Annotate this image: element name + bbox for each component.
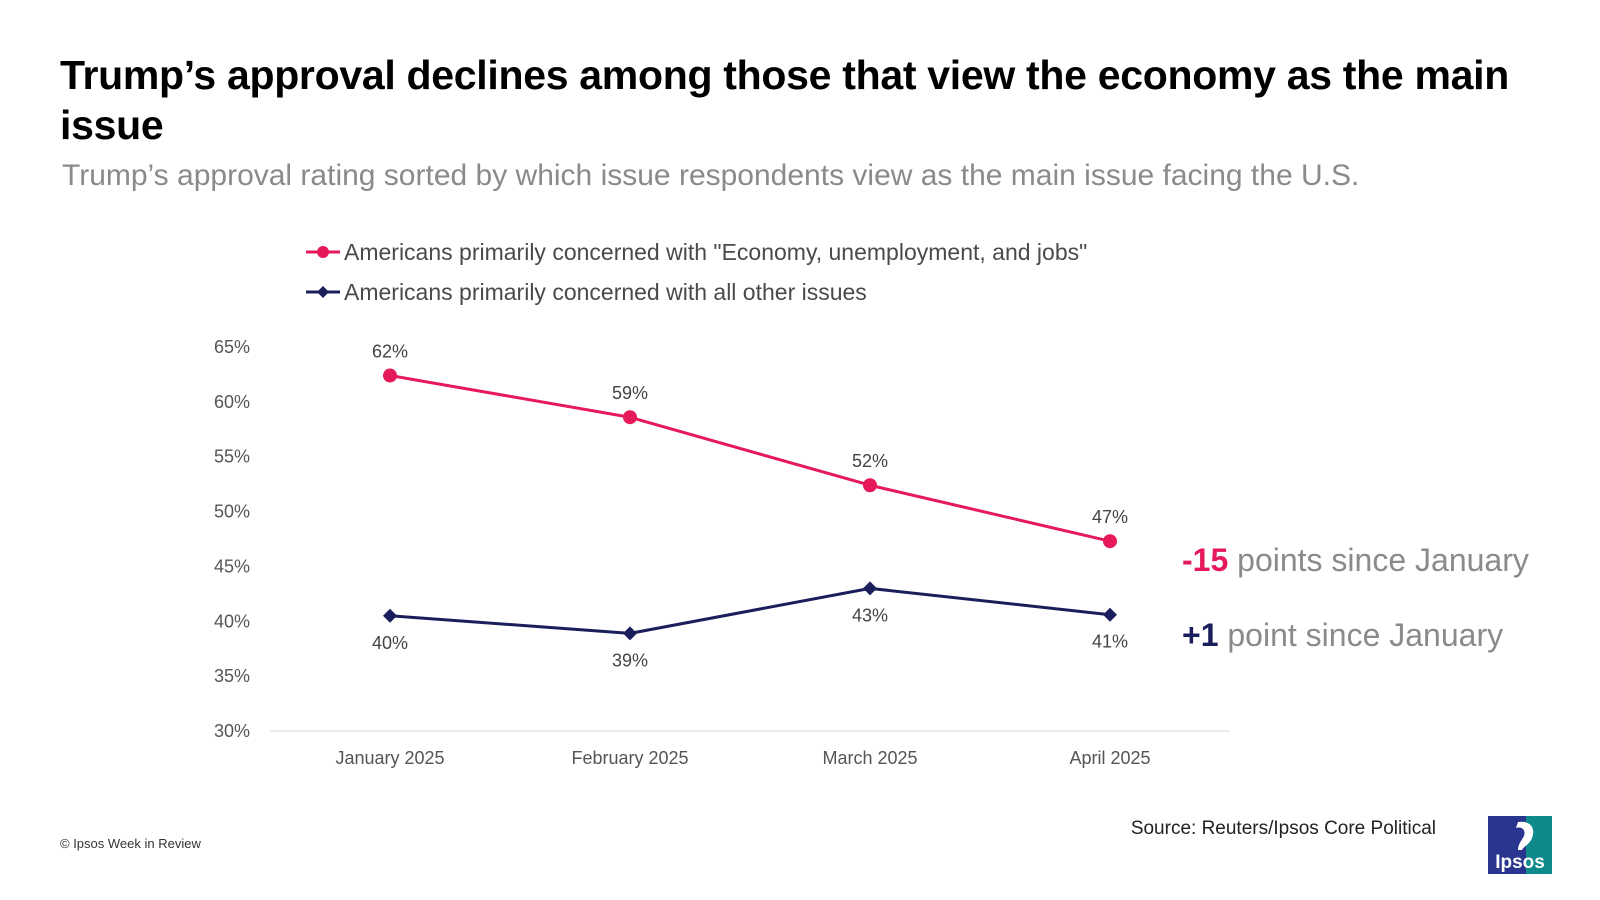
- x-tick-label: March 2025: [822, 748, 917, 768]
- y-tick-label: 30%: [214, 721, 250, 741]
- y-tick-label: 40%: [214, 611, 250, 631]
- copyright-note: © Ipsos Week in Review: [60, 836, 201, 851]
- data-point-diamond: [623, 626, 637, 641]
- data-label: 41%: [1092, 632, 1128, 652]
- ipsos-logo-icon: Ipsos: [1488, 816, 1552, 874]
- annotation-other-value: +1: [1182, 617, 1219, 653]
- series-line-economy: [389, 374, 1111, 543]
- data-label: 59%: [612, 383, 648, 403]
- series-line-other: [389, 586, 1111, 635]
- data-point-diamond: [1103, 607, 1117, 622]
- data-label: 43%: [852, 605, 888, 625]
- data-point-circle: [1103, 534, 1117, 549]
- data-label: 39%: [612, 650, 648, 670]
- x-tick-label: January 2025: [335, 748, 444, 768]
- annotation-economy-text: points since January: [1228, 542, 1529, 578]
- legend-label-other: Americans primarily concerned with all o…: [344, 278, 867, 305]
- y-tick-label: 35%: [214, 666, 250, 686]
- data-point-diamond: [383, 608, 397, 623]
- source-note: Source: Reuters/Ipsos Core Political: [1130, 818, 1436, 839]
- data-point-circle: [623, 410, 637, 425]
- y-tick-label: 55%: [214, 447, 250, 467]
- legend-item-other: Americans primarily concerned with all o…: [306, 272, 1087, 312]
- svg-text:Ipsos: Ipsos: [1495, 852, 1545, 873]
- y-tick-label: 60%: [214, 392, 250, 412]
- data-label: 52%: [852, 451, 888, 471]
- data-point-circle: [383, 368, 397, 383]
- circle-marker-icon: [306, 246, 340, 258]
- annotation-economy-change: -15 points since January: [1182, 541, 1529, 579]
- annotation-economy-value: -15: [1182, 542, 1229, 578]
- x-tick-label: April 2025: [1069, 748, 1150, 768]
- y-tick-label: 65%: [214, 337, 250, 357]
- diamond-marker-icon: [306, 286, 340, 298]
- data-label: 62%: [372, 342, 408, 362]
- data-point-diamond: [863, 581, 877, 596]
- annotation-other-change: +1 point since January: [1182, 616, 1503, 654]
- legend-item-economy: Americans primarily concerned with "Econ…: [306, 232, 1087, 272]
- y-tick-label: 45%: [214, 556, 250, 576]
- data-point-circle: [863, 478, 877, 493]
- x-tick-label: February 2025: [571, 748, 688, 768]
- legend-label-economy: Americans primarily concerned with "Econ…: [344, 238, 1088, 265]
- chart-subtitle: Trump’s approval rating sorted by which …: [62, 159, 1360, 192]
- annotation-other-text: point since January: [1218, 617, 1504, 653]
- chart-legend: Americans primarily concerned with "Econ…: [306, 232, 1087, 312]
- chart-title: Trump’s approval declines among those th…: [60, 52, 1509, 148]
- y-tick-label: 50%: [214, 502, 250, 522]
- data-label: 40%: [372, 633, 408, 653]
- data-label: 47%: [1092, 507, 1128, 527]
